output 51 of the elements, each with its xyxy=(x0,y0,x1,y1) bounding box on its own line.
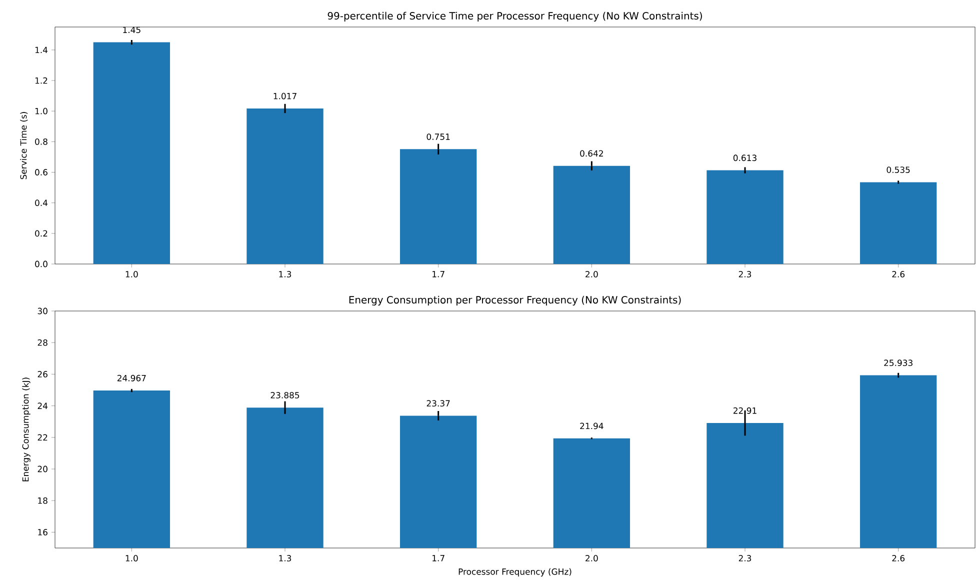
bar xyxy=(400,149,477,264)
y-tick-label: 20 xyxy=(38,466,48,472)
y-tick-label: 0.4 xyxy=(35,200,48,206)
data-label: 0.642 xyxy=(580,150,603,157)
bar xyxy=(860,182,937,264)
y-tick-label: 28 xyxy=(38,339,48,346)
x-axis-title: Processor Frequency (GHz) xyxy=(458,568,572,576)
bar xyxy=(553,166,630,264)
bar xyxy=(246,108,324,264)
data-label: 0.535 xyxy=(886,166,910,173)
y-tick-label: 16 xyxy=(38,529,48,536)
data-label: 0.613 xyxy=(733,154,756,162)
y-axis-title: Service Time (s) xyxy=(20,112,28,180)
y-tick-label: 0.0 xyxy=(35,260,48,268)
data-label: 24.967 xyxy=(117,374,146,382)
y-tick-label: 1.0 xyxy=(35,108,48,114)
data-label: 23.37 xyxy=(426,400,450,407)
data-label: 21.94 xyxy=(580,422,604,430)
y-tick-label: 22 xyxy=(38,434,48,441)
x-tick-label: 2.0 xyxy=(586,555,598,562)
data-label: 1.45 xyxy=(123,26,140,34)
x-tick-label: 1.3 xyxy=(279,555,292,562)
y-tick-label: 24 xyxy=(38,402,48,409)
x-tick-label: 1.7 xyxy=(432,271,444,278)
data-label: 25.933 xyxy=(884,360,912,366)
bar xyxy=(706,170,784,264)
x-tick-label: 1.0 xyxy=(126,271,138,278)
data-label: 22.91 xyxy=(734,407,756,414)
x-tick-label: 1.7 xyxy=(432,555,444,562)
y-tick-label: 1.4 xyxy=(35,46,48,54)
x-tick-label: 2.3 xyxy=(738,555,752,562)
x-tick-label: 2.6 xyxy=(892,555,905,562)
y-tick-label: 18 xyxy=(38,497,48,504)
y-tick-label: 0.2 xyxy=(35,230,48,237)
x-tick-label: 2.0 xyxy=(586,271,598,278)
chart-title: 99-percentile of Service Time per Processor Frequency (No KW Constraints) xyxy=(328,12,702,22)
y-tick-label: 1.2 xyxy=(35,77,48,84)
data-label: 0.751 xyxy=(426,134,450,140)
x-tick-label: 2.6 xyxy=(892,271,905,278)
x-tick-label: 2.3 xyxy=(738,271,752,278)
data-label: 23.885 xyxy=(270,392,300,398)
x-tick-label: 1.0 xyxy=(126,555,138,562)
data-label: 1.017 xyxy=(274,92,296,100)
y-tick-label: 0.8 xyxy=(35,138,48,145)
y-tick-label: 30 xyxy=(38,308,48,314)
y-tick-label: 0.6 xyxy=(35,169,48,176)
y-tick-label: 26 xyxy=(38,371,48,378)
x-tick-label: 1.3 xyxy=(279,271,292,278)
y-axis-title: Energy Consumption (kJ) xyxy=(22,378,30,482)
bar xyxy=(93,42,170,264)
chart-title: Energy Consumption per Processor Frequency (No KW Constraints) xyxy=(349,296,681,306)
